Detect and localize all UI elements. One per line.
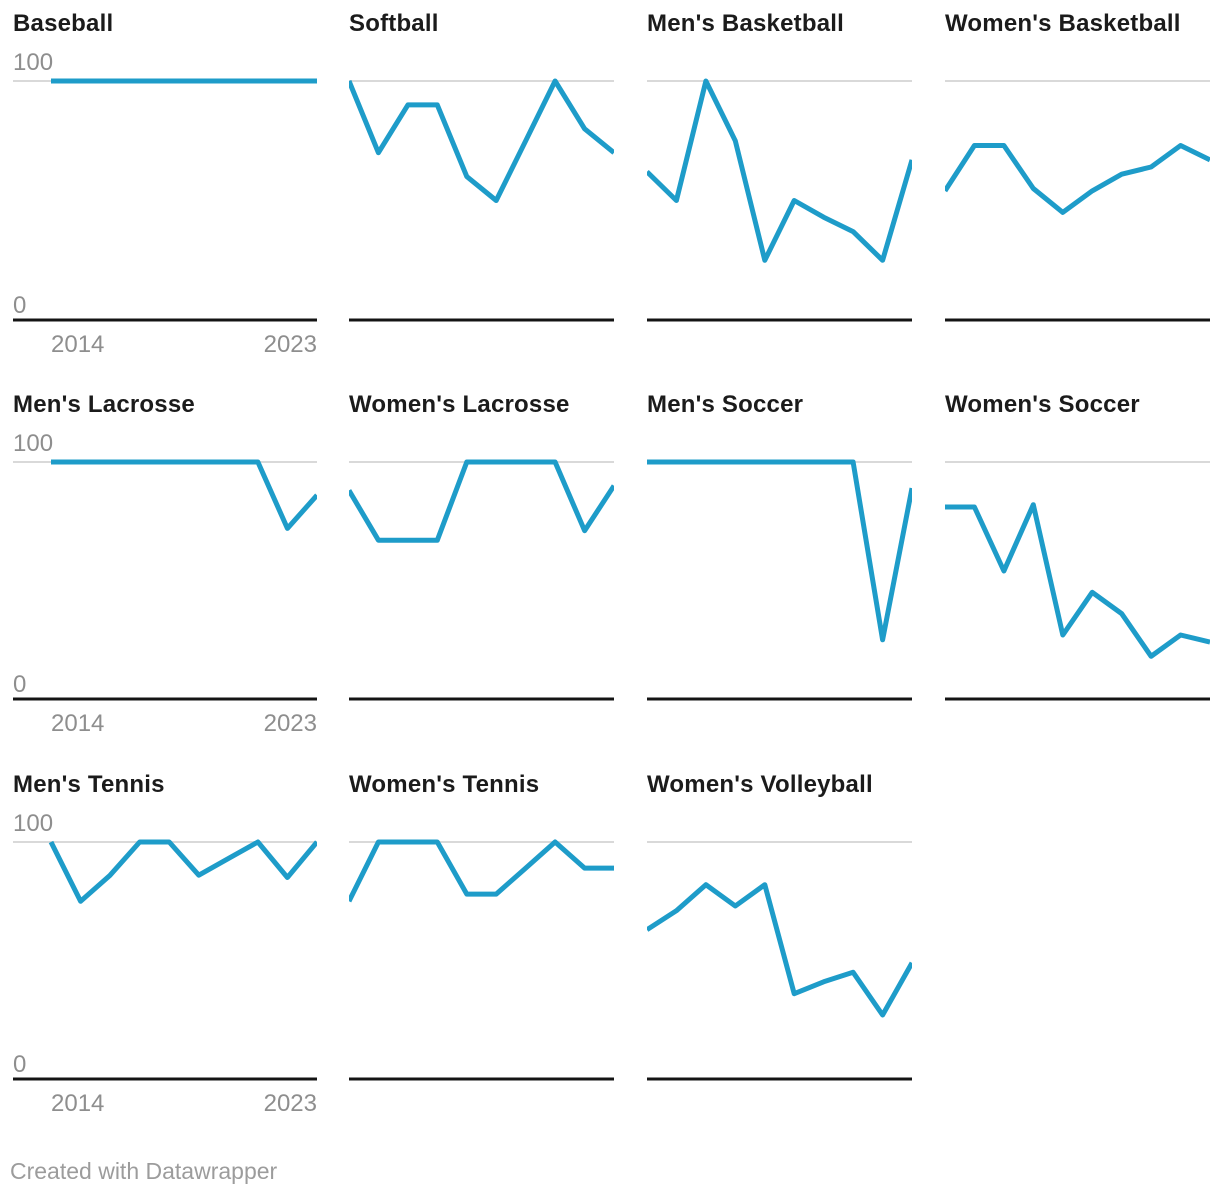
chart-panel-softball: Softball bbox=[349, 10, 614, 364]
chart-panel-womens-volleyball: Women's Volleyball bbox=[647, 771, 912, 1123]
line-chart-svg bbox=[349, 839, 614, 1081]
chart-panel-womens-soccer: Women's Soccer bbox=[945, 391, 1210, 743]
chart-panel-womens-tennis: Women's Tennis bbox=[349, 771, 614, 1123]
panel-title: Women's Tennis bbox=[349, 771, 540, 798]
chart-panel-mens-tennis: Men's Tennis 100 0 2014 2023 bbox=[13, 771, 317, 1123]
panel-title: Baseball bbox=[13, 10, 114, 37]
panel-title: Women's Soccer bbox=[945, 391, 1140, 418]
panel-title: Women's Lacrosse bbox=[349, 391, 570, 418]
panel-title: Men's Soccer bbox=[647, 391, 804, 418]
line-chart-svg bbox=[349, 78, 614, 322]
line-chart-svg bbox=[647, 459, 912, 701]
line-chart-svg bbox=[13, 78, 317, 322]
y-axis-label-0: 0 bbox=[13, 1051, 27, 1078]
panel-title: Men's Basketball bbox=[647, 10, 844, 37]
panel-title: Men's Tennis bbox=[13, 771, 165, 798]
panel-title: Women's Basketball bbox=[945, 10, 1181, 37]
x-axis-label-2023: 2023 bbox=[263, 710, 317, 737]
x-axis-label-2023: 2023 bbox=[263, 1090, 317, 1117]
y-axis-label-0: 0 bbox=[13, 671, 27, 698]
line-chart-svg bbox=[349, 459, 614, 701]
line-chart-svg bbox=[647, 78, 912, 322]
chart-panel-womens-lacrosse: Women's Lacrosse bbox=[349, 391, 614, 743]
line-chart-svg bbox=[13, 459, 317, 701]
x-axis-label-2014: 2014 bbox=[51, 331, 105, 358]
x-axis-label-2014: 2014 bbox=[51, 710, 105, 737]
y-axis-label-100: 100 bbox=[13, 810, 54, 837]
chart-panel-womens-basketball: Women's Basketball bbox=[945, 10, 1210, 364]
line-chart-svg bbox=[945, 461, 1210, 701]
panel-title: Men's Lacrosse bbox=[13, 391, 195, 418]
panel-title: Women's Volleyball bbox=[647, 771, 873, 798]
chart-panel-mens-lacrosse: Men's Lacrosse 100 0 2014 2023 bbox=[13, 391, 317, 743]
x-axis-label-2014: 2014 bbox=[51, 1090, 105, 1117]
chart-panel-baseball: Baseball 100 0 2014 2023 bbox=[13, 10, 317, 364]
line-chart-svg bbox=[945, 80, 1210, 322]
line-chart-svg bbox=[647, 841, 912, 1081]
y-axis-label-100: 100 bbox=[13, 49, 54, 76]
line-chart-svg bbox=[13, 839, 317, 1081]
y-axis-label-100: 100 bbox=[13, 430, 54, 457]
chart-panel-mens-basketball: Men's Basketball bbox=[647, 10, 912, 364]
x-axis-label-2023: 2023 bbox=[263, 331, 317, 358]
y-axis-label-0: 0 bbox=[13, 292, 27, 319]
chart-panel-mens-soccer: Men's Soccer bbox=[647, 391, 912, 743]
datawrapper-credit: Created with Datawrapper bbox=[10, 1158, 278, 1184]
panel-title: Softball bbox=[349, 10, 439, 37]
